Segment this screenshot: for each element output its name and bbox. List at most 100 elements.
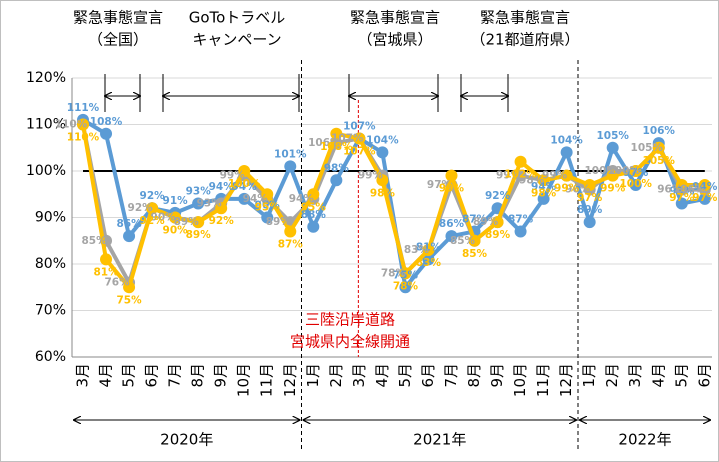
x-tick-label: 6月	[695, 363, 713, 388]
x-tick-label: 5月	[672, 363, 690, 388]
data-label: 95%	[301, 201, 327, 213]
y-tick-label: 70%	[35, 303, 66, 319]
year-label: 2020年	[160, 431, 213, 449]
x-tick-label: 11月	[258, 363, 276, 397]
series-line	[81, 124, 705, 290]
data-label: 89%	[473, 216, 499, 228]
point	[399, 267, 412, 280]
point	[514, 155, 527, 168]
data-label: 99%	[554, 183, 580, 195]
x-tick-label: 4月	[649, 363, 667, 388]
data-label: 99%	[600, 183, 626, 195]
data-label: 94%	[209, 181, 235, 193]
x-tick-label: 12月	[557, 363, 575, 397]
point	[330, 174, 343, 187]
x-tick-label: 2月	[327, 363, 345, 388]
data-label: 83%	[404, 244, 430, 256]
annotation: 緊急事態宣言	[73, 9, 163, 27]
data-label: 94%	[531, 181, 557, 193]
x-tick-label: 8月	[189, 363, 207, 388]
data-label: 99%	[439, 183, 465, 195]
data-label: 100%	[584, 165, 617, 177]
point	[675, 197, 688, 210]
point	[560, 169, 573, 182]
data-label: 96%	[565, 184, 591, 196]
data-label: 105%	[596, 130, 629, 142]
data-label: 92%	[140, 190, 166, 202]
data-label: 89%	[174, 216, 200, 228]
data-label: 81%	[93, 266, 119, 278]
point	[123, 230, 136, 243]
data-label: 85%	[462, 248, 488, 260]
data-label: 94%	[232, 181, 258, 193]
point	[583, 178, 596, 191]
data-label: 107%	[343, 120, 376, 132]
data-label: 94%	[243, 193, 269, 205]
data-label: 97%	[623, 167, 649, 179]
data-label: 75%	[116, 294, 142, 306]
data-label: 92%	[140, 215, 166, 227]
annotation: 三陸沿岸道路	[305, 311, 395, 329]
data-label: 85%	[450, 235, 476, 247]
point	[606, 169, 619, 182]
annotation: （全国）	[88, 31, 148, 49]
data-label: 99%	[358, 170, 384, 182]
data-label: 93%	[197, 198, 223, 210]
point	[376, 174, 389, 187]
data-label: 94%	[289, 193, 315, 205]
data-label: 106%	[308, 137, 341, 149]
point	[491, 216, 504, 229]
data-label: 87%	[462, 213, 488, 225]
annotation: （21都道府県）	[470, 31, 579, 49]
data-label: 96%	[657, 184, 683, 196]
data-label: 81%	[416, 241, 442, 253]
data-label: 96%	[680, 184, 706, 196]
point	[284, 160, 297, 173]
data-label: 92%	[209, 215, 235, 227]
y-tick-label: 80%	[35, 256, 66, 272]
point	[376, 146, 389, 159]
x-tick-label: 11月	[534, 363, 552, 397]
x-tick-label: 6月	[419, 363, 437, 388]
data-label: 97%	[692, 192, 718, 204]
x-tick-label: 3月	[350, 363, 368, 388]
point	[307, 220, 320, 233]
data-label: 90%	[151, 212, 177, 224]
point	[77, 118, 89, 131]
point	[606, 141, 619, 154]
x-tick-label: 10月	[235, 363, 253, 397]
point	[422, 253, 435, 266]
data-label: 97%	[669, 192, 695, 204]
x-tick-label: 10月	[511, 363, 529, 397]
x-tick-label: 2月	[603, 363, 621, 388]
y-tick-label: 90%	[35, 210, 66, 226]
point	[307, 188, 320, 201]
data-label: 111%	[67, 102, 100, 114]
x-tick-label: 1月	[304, 363, 322, 388]
point	[445, 169, 458, 182]
point	[629, 165, 642, 177]
data-label: 99%	[542, 170, 568, 182]
x-tick-label: 6月	[143, 363, 161, 388]
x-tick-label: 5月	[120, 363, 138, 388]
annotation: 緊急事態宣言	[480, 9, 570, 27]
annotation: 緊急事態宣言	[350, 9, 440, 27]
point	[675, 178, 688, 191]
point	[215, 202, 228, 215]
x-tick-label: 12月	[281, 363, 299, 397]
data-label: 105%	[643, 155, 676, 167]
point	[123, 281, 136, 294]
y-tick-label: 120%	[26, 70, 66, 86]
data-label: 107%	[331, 132, 364, 144]
data-label: 102%	[504, 169, 537, 181]
data-label: 100%	[607, 165, 640, 177]
data-label: 100%	[228, 178, 261, 190]
data-label: 106%	[643, 125, 676, 137]
data-label: 107%	[343, 145, 376, 157]
data-label: 89%	[266, 216, 292, 228]
data-label: 85%	[81, 235, 107, 247]
point	[100, 253, 113, 266]
x-tick-label: 8月	[465, 363, 483, 388]
year-label: 2022年	[618, 431, 671, 449]
